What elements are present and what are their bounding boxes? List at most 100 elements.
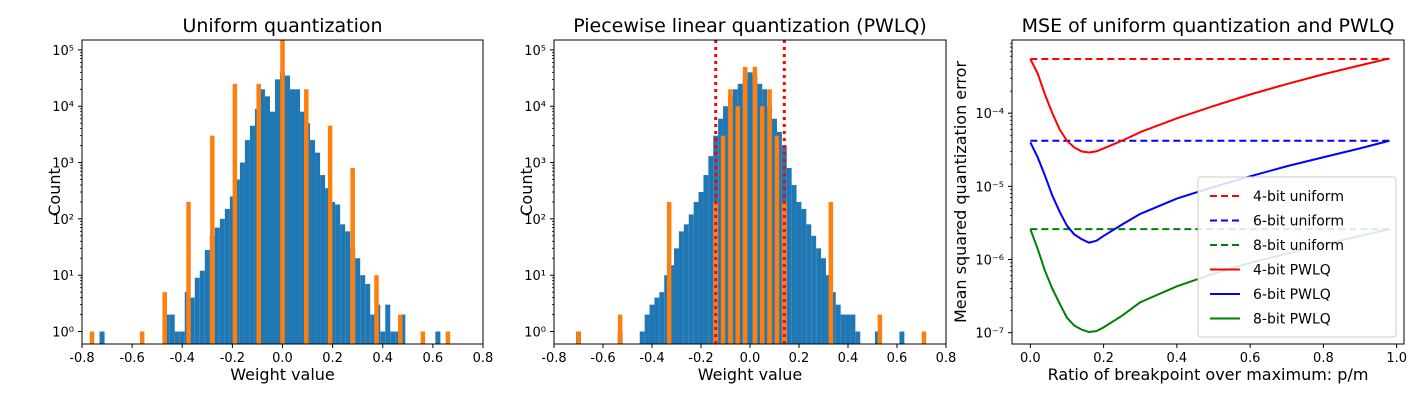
y-tick-label: 10³ bbox=[52, 157, 74, 172]
y-tick-label: 10⁻⁵ bbox=[975, 180, 1004, 195]
quantized-bar bbox=[327, 125, 333, 344]
quantized-bar bbox=[420, 331, 426, 344]
histogram-bar bbox=[644, 314, 650, 344]
quantized-bar bbox=[280, 40, 285, 344]
histogram-bar bbox=[874, 331, 880, 344]
histogram-bar bbox=[688, 214, 694, 344]
quantized-bar bbox=[774, 135, 780, 344]
chart-title-3: MSE of uniform quantization and PWLQ bbox=[1022, 15, 1395, 37]
y-axis-label: Count bbox=[517, 168, 536, 216]
histogram-bar bbox=[840, 314, 846, 344]
histogram-bar bbox=[99, 331, 105, 344]
histogram-bar bbox=[821, 258, 826, 344]
quantized-bar bbox=[398, 314, 403, 344]
histogram-bar bbox=[639, 331, 645, 344]
x-tick-label: 0.0 bbox=[1020, 351, 1041, 366]
chart-title-1: Uniform quantization bbox=[182, 15, 382, 37]
x-tick-label: -0.2 bbox=[688, 351, 713, 366]
histogram-bar bbox=[801, 208, 807, 344]
histogram-bar bbox=[649, 304, 655, 344]
histogram-bar bbox=[806, 224, 812, 344]
x-axis-label: Weight value bbox=[230, 365, 335, 384]
y-tick-label: 10¹ bbox=[524, 269, 546, 284]
histogram-bar bbox=[786, 168, 792, 344]
quantized-bar bbox=[445, 331, 451, 344]
histogram-bar bbox=[718, 118, 724, 344]
histogram-bar bbox=[330, 201, 336, 344]
histogram-bar bbox=[189, 297, 195, 344]
y-tick-label: 10² bbox=[52, 213, 74, 228]
histogram-bar bbox=[811, 235, 817, 344]
x-tick-label: 0.6 bbox=[423, 351, 444, 366]
histogram-bar bbox=[259, 89, 265, 344]
quantized-bar bbox=[210, 135, 215, 344]
histogram-bar bbox=[669, 265, 675, 344]
histogram-bar bbox=[169, 314, 175, 344]
histogram-bar bbox=[239, 162, 245, 344]
histogram-bar bbox=[703, 175, 709, 344]
y-tick-label: 10³ bbox=[524, 157, 546, 172]
histogram-bar bbox=[385, 304, 391, 344]
histogram-bar bbox=[757, 83, 763, 344]
histogram-bar bbox=[179, 331, 185, 344]
histogram-bar bbox=[199, 270, 205, 344]
histogram-bar bbox=[295, 89, 301, 344]
histogram-bar bbox=[708, 156, 714, 344]
y-tick-label: 10¹ bbox=[52, 269, 74, 284]
histogram-bar bbox=[855, 331, 861, 344]
legend-label: 4-bit uniform bbox=[1253, 189, 1344, 205]
x-tick-label: 0.4 bbox=[1167, 351, 1188, 366]
quantized-bar bbox=[720, 135, 726, 344]
quantized-bar bbox=[576, 331, 581, 344]
histogram-bar bbox=[345, 231, 351, 344]
legend-label: 6-bit PWLQ bbox=[1253, 287, 1331, 303]
y-tick-label: 10⁰ bbox=[52, 326, 74, 341]
series-line bbox=[1029, 139, 1390, 244]
histogram-bar bbox=[772, 118, 777, 344]
histogram-bar bbox=[390, 331, 396, 344]
histogram-bar bbox=[224, 208, 230, 344]
histogram-bar bbox=[674, 248, 679, 344]
x-axis-label: Ratio of breakpoint over maximum: p/m bbox=[1048, 365, 1369, 384]
series-line bbox=[1029, 57, 1390, 154]
quantized-bar bbox=[828, 201, 834, 344]
histogram-bar bbox=[737, 83, 743, 344]
x-tick-label: -0.4 bbox=[639, 351, 664, 366]
y-tick-label: 10⁻⁴ bbox=[975, 107, 1004, 122]
histogram-bar bbox=[300, 111, 306, 344]
histogram-bar bbox=[776, 131, 782, 344]
quantized-bar bbox=[767, 89, 772, 344]
x-tick-label: 0.6 bbox=[1240, 351, 1261, 366]
histogram-bar bbox=[791, 184, 797, 344]
quantized-bar bbox=[666, 201, 672, 344]
quantized-bar bbox=[374, 275, 379, 344]
x-tick-label: 0.0 bbox=[272, 351, 293, 366]
quantized-bar bbox=[728, 89, 733, 344]
histogram-bar bbox=[164, 314, 170, 344]
legend-label: 6-bit uniform bbox=[1253, 214, 1344, 230]
histogram-bar bbox=[816, 248, 822, 344]
y-axis-label: Mean squared quantization error bbox=[951, 61, 970, 323]
legend-label: 4-bit PWLQ bbox=[1253, 263, 1331, 279]
histogram-bar bbox=[683, 224, 689, 344]
histogram-bar bbox=[732, 89, 738, 344]
histogram-bar bbox=[264, 96, 270, 344]
histogram-bar bbox=[395, 331, 401, 344]
plot-area-1 bbox=[89, 40, 451, 344]
histogram-bar bbox=[219, 218, 225, 344]
histogram-bar bbox=[204, 250, 210, 344]
quantized-bar bbox=[256, 83, 261, 344]
quantized-bar bbox=[232, 83, 238, 344]
histogram-bar bbox=[214, 227, 220, 344]
quantized-bar bbox=[139, 331, 145, 344]
x-tick-label: 0.6 bbox=[887, 351, 908, 366]
quantized-bar bbox=[162, 292, 167, 344]
quantized-bar bbox=[617, 314, 623, 344]
histogram-bar bbox=[747, 72, 753, 344]
histogram-bar bbox=[400, 314, 406, 344]
legend-label: 8-bit PWLQ bbox=[1253, 312, 1331, 328]
y-tick-label: 10⁻⁷ bbox=[975, 327, 1004, 342]
histogram-bar bbox=[234, 179, 240, 344]
histogram-bar bbox=[269, 111, 275, 344]
quantized-bar bbox=[752, 66, 758, 344]
